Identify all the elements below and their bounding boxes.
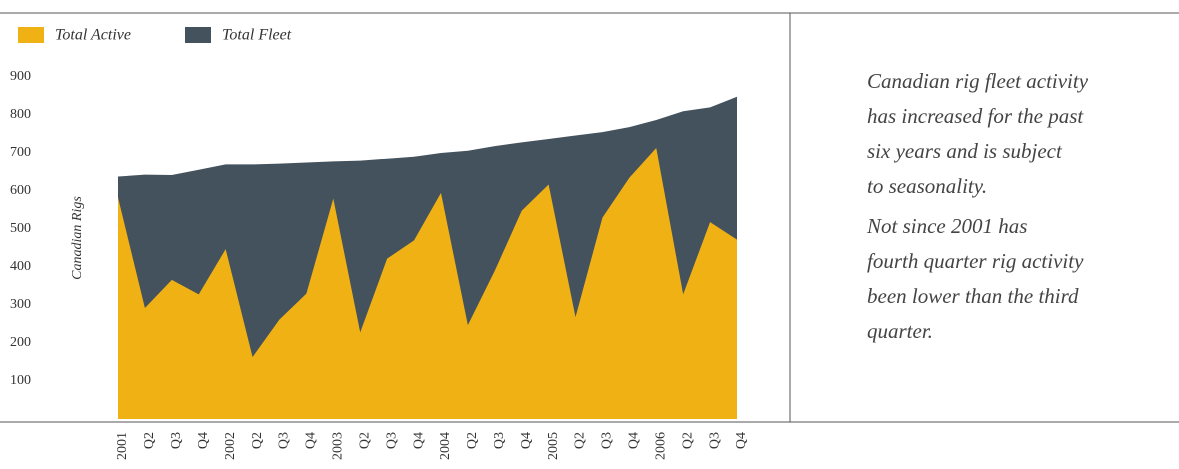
annotation: fourth quarter rig activity — [867, 249, 1084, 273]
annotation: Not since 2001 has — [866, 214, 1027, 238]
legend-label: Total Fleet — [222, 27, 292, 44]
annotation: six years and is subject — [867, 139, 1063, 163]
x-tick-label: Q4 — [304, 432, 319, 449]
y-axis-label: Canadian Rigs — [70, 196, 85, 280]
x-tick-label: Q3 — [384, 432, 399, 449]
x-tick-label: Q4 — [519, 432, 534, 449]
legend-swatch — [18, 27, 44, 43]
annotation: has increased for the past — [867, 104, 1084, 128]
y-tick-label: 500 — [10, 221, 31, 236]
x-tick-label: Q2 — [680, 432, 695, 449]
y-tick-label: 700 — [10, 145, 31, 160]
x-tick-label: Q3 — [169, 432, 184, 449]
x-tick-label: Q2 — [142, 432, 157, 449]
x-tick-label: 2001 — [115, 432, 130, 460]
annotation: quarter. — [867, 319, 933, 343]
x-tick-label: Q2 — [250, 432, 265, 449]
annotation: Canadian rig fleet activity — [867, 69, 1089, 93]
y-tick-label: 100 — [10, 373, 31, 388]
x-tick-label: Q3 — [492, 432, 507, 449]
x-tick-label: Q2 — [573, 432, 588, 449]
y-tick-label: 900 — [10, 69, 31, 84]
legend-swatch — [185, 27, 211, 43]
x-tick-label: Q4 — [196, 432, 211, 449]
x-tick-label: 2002 — [223, 432, 238, 460]
x-tick-label: 2004 — [438, 432, 453, 460]
y-tick-label: 300 — [10, 297, 31, 312]
x-tick-label: 2003 — [331, 432, 346, 460]
x-tick-label: 2005 — [546, 432, 561, 460]
y-tick-label: 800 — [10, 107, 31, 122]
x-tick-label: Q2 — [465, 432, 480, 449]
x-tick-label: Q3 — [707, 432, 722, 449]
x-tick-label: Q3 — [277, 432, 292, 449]
x-tick-label: Q4 — [627, 432, 642, 449]
x-tick-label: Q4 — [411, 432, 426, 449]
x-tick-label: 2006 — [653, 432, 668, 460]
y-tick-label: 600 — [10, 183, 31, 198]
annotation: been lower than the third — [867, 284, 1079, 308]
legend-label: Total Active — [55, 27, 131, 44]
y-tick-label: 400 — [10, 259, 31, 274]
y-tick-label: 200 — [10, 335, 31, 350]
x-tick-label: Q3 — [600, 432, 615, 449]
x-tick-label: Q2 — [357, 432, 372, 449]
area — [118, 148, 737, 419]
annotation: to seasonality. — [867, 174, 987, 198]
x-tick-label: Q4 — [734, 432, 749, 449]
